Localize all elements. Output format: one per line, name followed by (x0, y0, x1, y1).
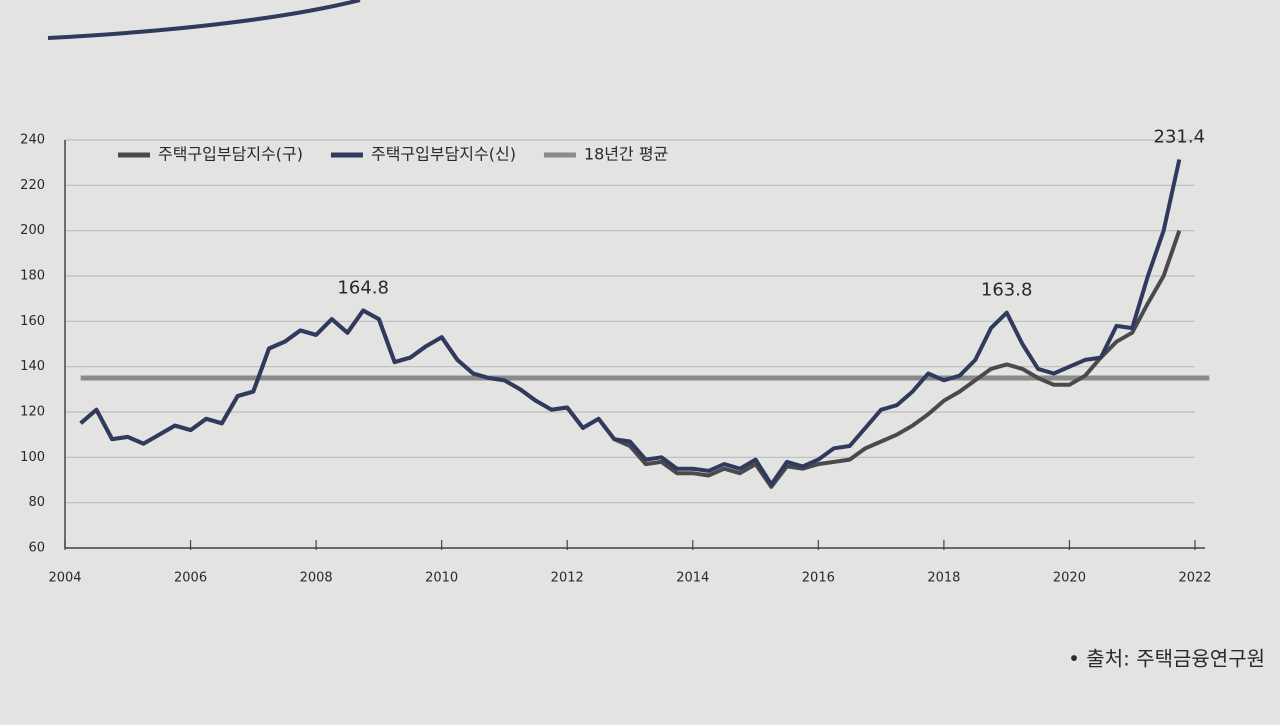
y-tick-label: 180 (20, 269, 45, 284)
x-tick-label: 2008 (300, 571, 333, 586)
x-tick-label: 2012 (551, 571, 584, 586)
y-tick-label: 220 (20, 178, 45, 193)
y-tick-label: 140 (20, 359, 45, 374)
x-tick-label: 2018 (927, 571, 960, 586)
source: • 출처: 주택금융연구원 (1068, 647, 1265, 671)
x-tick-label: 2004 (48, 571, 81, 586)
y-tick-label: 200 (20, 223, 45, 238)
y-tick-label: 100 (20, 450, 45, 465)
page-decoration (47, 0, 361, 40)
x-tick-label: 2022 (1178, 571, 1211, 586)
annotation: 164.8 (337, 277, 389, 298)
y-tick-label: 160 (20, 314, 45, 329)
x-tick-label: 2010 (425, 571, 458, 586)
x-tick-label: 2016 (802, 571, 835, 586)
y-tick-label: 120 (20, 405, 45, 420)
x-tick-label: 2006 (174, 571, 207, 586)
legend-label: 18년간 평균 (584, 145, 668, 164)
legend-label: 주택구입부담지수(신) (371, 145, 516, 164)
y-tick-label: 60 (28, 541, 45, 556)
annotation: 231.4 (1154, 126, 1206, 147)
annotation: 163.8 (981, 280, 1033, 301)
x-tick-label: 2020 (1053, 571, 1086, 586)
y-tick-label: 240 (20, 133, 45, 148)
y-tick-label: 80 (28, 495, 45, 510)
series-line (79, 159, 1182, 487)
legend-label: 주택구입부담지수(구) (158, 145, 303, 164)
x-tick-label: 2014 (676, 571, 709, 586)
